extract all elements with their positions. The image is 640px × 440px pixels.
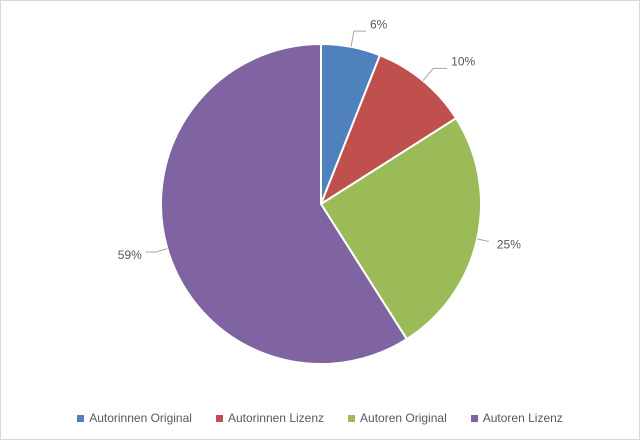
pie-slices — [160, 42, 482, 365]
legend-swatch-3 — [348, 414, 356, 422]
legend-item-2: Autorinnen Lizenz — [215, 411, 325, 425]
data-label-2: 10% — [451, 55, 475, 69]
pie-slice-3 — [319, 116, 482, 341]
legend-label-3: Autoren Original — [360, 411, 447, 425]
legend-item-4: Autoren Lizenz — [470, 411, 563, 425]
leader-line-2 — [422, 67, 448, 82]
legend-item-1: Autorinnen Original — [77, 411, 192, 425]
legend: Autorinnen Original Autorinnen Lizenz Auto… — [1, 411, 639, 425]
legend-swatch-4 — [470, 414, 478, 422]
legend-label-1: Autorinnen Original — [89, 411, 192, 425]
pie-slice-4 — [160, 42, 409, 365]
legend-label-2: Autorinnen Lizenz — [227, 411, 325, 425]
data-label-3: 25% — [497, 238, 521, 252]
legend-label-4: Autoren Lizenz — [482, 411, 563, 425]
leader-line-1 — [350, 30, 366, 47]
data-label-1: 6% — [370, 17, 388, 31]
data-labels: 6% 10% 25% 59% — [118, 17, 521, 262]
pie-slice-2 — [318, 53, 458, 207]
leader-line-3 — [477, 238, 489, 243]
legend-item-3: Autoren Original — [348, 411, 447, 425]
data-label-4: 59% — [118, 248, 142, 262]
legend-swatch-1 — [77, 414, 85, 422]
leader-line-4 — [145, 248, 168, 253]
pie-chart: 6% 10% 25% 59% — [118, 17, 521, 365]
legend-swatch-2 — [215, 414, 223, 422]
